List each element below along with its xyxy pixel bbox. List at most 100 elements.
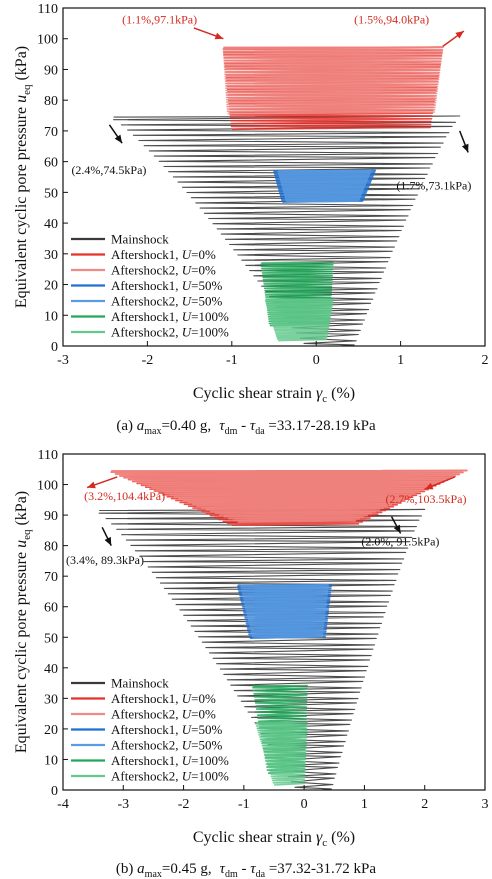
panel-b-annotation-label-3: (2.0%, 91.5kPa)	[361, 535, 439, 549]
panel-a-x-tick-label: 2	[482, 353, 489, 368]
panel-a-x-tick-label: 1	[397, 353, 404, 368]
panel-a-y-tick-label: 90	[44, 63, 58, 78]
panel-a-legend-entry-5: Aftershock1, U=100%	[71, 309, 229, 324]
panel-a-legend-label: Mainshock	[111, 232, 169, 247]
panel-a-legend-label: Aftershock1, U=50%	[111, 278, 222, 293]
panel-a-y-tick-label: 40	[44, 217, 58, 232]
panel-b-y-tick-label: 10	[44, 753, 58, 768]
panel-a-x-tick-label: -3	[57, 353, 69, 368]
panel-a-y-tick-label: 70	[44, 125, 58, 140]
panel-b-annotation-arrowhead-2	[104, 536, 112, 546]
panel-b-legend-label: Mainshock	[111, 676, 169, 691]
panel-b-y-tick-label: 70	[44, 570, 58, 585]
panel-a-legend-entry-6: Aftershock2, U=100%	[71, 325, 229, 340]
panel-b-legend-entry-2: Aftershock2, U=0%	[71, 707, 216, 722]
panel-b-x-tick-label: 0	[301, 797, 308, 812]
panel-a-caption: (a) amax=0.40 g, τdm - τda =33.17-28.19 k…	[116, 418, 376, 437]
panel-a-annotation-label-1: (1.5%,94.0kPa)	[354, 12, 429, 26]
panel-b-y-tick-label: 0	[51, 784, 58, 799]
panel-a-series-6-trace	[264, 298, 334, 342]
panel-a-annotation-label-2: (2.4%,74.5kPa)	[71, 163, 146, 177]
panel-a-y-tick-label: 110	[38, 2, 58, 17]
panel-a-plot-frame	[62, 7, 486, 347]
panel-b-plot-frame	[62, 453, 486, 791]
panel-b-legend-label: Aftershock2, U=0%	[111, 707, 216, 722]
panel-b-x-tick-label: 3	[482, 797, 489, 812]
panel-a-series-2-trace	[222, 46, 444, 115]
panel-a-x-axis-label: Cyclic shear strain γc (%)	[193, 385, 355, 405]
panel-b-series-2-trace	[110, 469, 468, 523]
panel-b-y-tick-label: 50	[44, 631, 58, 646]
panel-b-x-tick-label: 1	[361, 797, 368, 812]
panel-b-y-tick-label: 80	[44, 540, 58, 555]
panel-a-legend-entry-4: Aftershock2, U=50%	[71, 294, 222, 309]
panel-b-legend-label: Aftershock2, U=100%	[111, 769, 229, 784]
panel-b-y-axis-label: Equivalent cyclic pore pressure ueq (kPa…	[13, 491, 33, 753]
panel-a-y-axis-label: Equivalent cyclic pore pressure ueq (kPa…	[13, 46, 33, 308]
panel-a-y-tick-label: 10	[44, 309, 58, 324]
panel-b-annotation-arrowhead-0	[87, 481, 96, 489]
panel-b-x-tick-label: 2	[421, 797, 428, 812]
panel-b-legend-entry-0: Mainshock	[71, 676, 169, 691]
panel-a-x-tick-label: -2	[142, 353, 154, 368]
panel-a-y-tick-label: 50	[44, 186, 58, 201]
panel-a-annotation-arrowhead-3	[461, 143, 469, 153]
panel-b-x-tick-label: -3	[117, 797, 129, 812]
panel-a-annotation-label-0: (1.1%,97.1kPa)	[122, 12, 197, 26]
panel-b-y-tick-label: 90	[44, 509, 58, 524]
panel-b-series-6-trace	[255, 721, 308, 786]
panel-b-x-tick-label: -4	[57, 797, 69, 812]
panel-b-legend-entry-5: Aftershock1, U=100%	[71, 753, 229, 768]
panel-b-annotations: (3.2%,104.4kPa) (2.7%,103.5kPa) (3.4%, 89.…	[66, 476, 467, 567]
panel-a-series-0-trace	[113, 115, 461, 346]
panel-a-annotations: (1.1%,97.1kPa) (1.5%,94.0kPa) (2.4%,74.5kP…	[71, 12, 471, 192]
panel-b-caption: (b) amax=0.45 g, τdm - τda =37.32-31.72 k…	[116, 861, 376, 879]
panel-a-annotation-arrowhead-0	[214, 32, 224, 40]
panel-a-series-4-trace	[277, 169, 372, 203]
panel-a-legend-label: Aftershock2, U=50%	[111, 294, 222, 309]
panel-b-annotation-label-2: (3.4%, 89.3kPa)	[66, 553, 144, 567]
panel-b-legend-label: Aftershock1, U=100%	[111, 753, 229, 768]
panel-a-legend-label: Aftershock1, U=0%	[111, 247, 216, 262]
panel-b-annotation-label-0: (3.2%,104.4kPa)	[84, 489, 165, 503]
panel-a-y-tick-label: 30	[44, 248, 58, 263]
panel-a-y-tick-label: 60	[44, 156, 58, 171]
panel-b-annotation-arrowhead-3	[393, 524, 401, 534]
panel-b-annotation-label-1: (2.7%,103.5kPa)	[386, 492, 467, 506]
panel-a-traces	[113, 46, 461, 346]
panel-a-y-tick-label: 100	[37, 33, 58, 48]
panel-b-legend-label: Aftershock1, U=50%	[111, 722, 222, 737]
panel-a-y-tick-label: 0	[51, 340, 58, 355]
panel-b-y-tick-label: 40	[44, 662, 58, 677]
panel-b-legend-entry-4: Aftershock2, U=50%	[71, 738, 222, 753]
panel-a-annotation-arrowhead-2	[114, 134, 123, 144]
panel-b-legend-label: Aftershock1, U=0%	[111, 691, 216, 706]
panel-a-annotation-arrowhead-1	[455, 31, 464, 39]
panel-b-legend-entry-1: Aftershock1, U=0%	[71, 691, 216, 706]
panel-b-x-tick-label: -2	[178, 797, 190, 812]
panel-b-legend-entry-3: Aftershock1, U=50%	[71, 722, 222, 737]
panel-a-annotation-label-3: (1.7%,73.1kPa)	[396, 178, 471, 192]
panel-a-legend-label: Aftershock1, U=100%	[111, 309, 229, 324]
panel-b-x-tick-label: -1	[238, 797, 250, 812]
panel-b-series-4-trace	[240, 584, 330, 639]
panel-b-y-tick-label: 20	[44, 723, 58, 738]
panel-a-x-tick-label: 0	[313, 353, 320, 368]
panel-b-annotation-arrowhead-1	[424, 482, 434, 490]
panel-b-legend-entry-6: Aftershock2, U=100%	[71, 769, 229, 784]
panel-a-legend-entry-3: Aftershock1, U=50%	[71, 278, 222, 293]
panel-a-legend-label: Aftershock2, U=0%	[111, 263, 216, 278]
panel-a-legend-label: Aftershock2, U=100%	[111, 325, 229, 340]
panel-a-legend-entry-1: Aftershock1, U=0%	[71, 247, 216, 262]
panel-b-y-tick-label: 60	[44, 601, 58, 616]
panel-a-legend-entry-0: Mainshock	[71, 232, 169, 247]
panel-b-y-tick-label: 100	[37, 479, 58, 494]
panel-b-traces	[98, 469, 468, 790]
